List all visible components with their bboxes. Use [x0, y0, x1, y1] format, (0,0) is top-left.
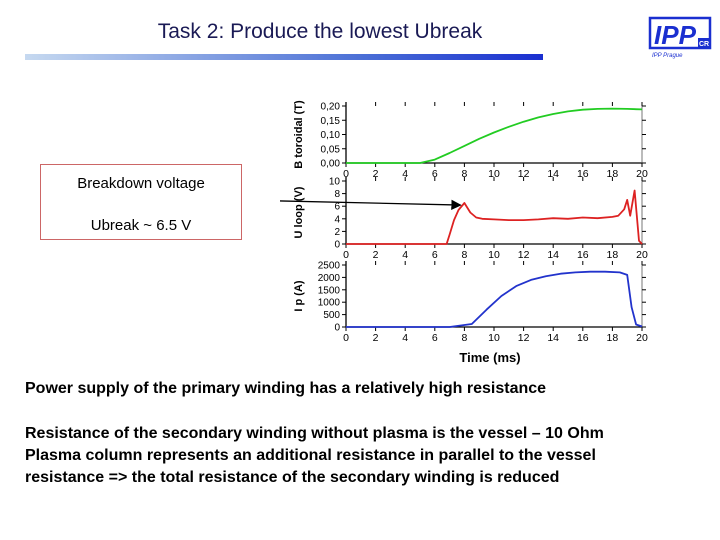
y-tick-label: 2000	[318, 273, 341, 284]
series-line	[346, 107, 643, 164]
x-tick-label: 6	[432, 249, 438, 261]
x-tick-label: 10	[488, 249, 500, 261]
logo-subtext: IPP Prague	[652, 53, 683, 59]
y-tick-label: 0,20	[321, 102, 341, 113]
callout-arrow	[280, 199, 462, 211]
y-tick-label: 10	[329, 177, 341, 188]
page-title: Task 2: Produce the lowest Ubreak	[157, 20, 483, 43]
y-tick-label: 0,05	[321, 144, 341, 155]
discharge-traces-chart: 0,000,050,100,150,200 2 4 6 8 10 12 14 16 18 20B t…	[280, 100, 648, 365]
y-tick-label: 2500	[318, 261, 341, 272]
x-tick-label: 4	[402, 332, 408, 344]
x-tick-label: 18	[607, 249, 619, 261]
y-tick-label: 500	[323, 310, 340, 321]
x-tick-label: 6	[432, 168, 438, 180]
x-tick-label: 6	[432, 332, 438, 344]
body-paragraph-1: Power supply of the primary winding has …	[25, 380, 547, 397]
x-tick-label: 18	[607, 332, 619, 344]
x-tick-label: 20	[636, 249, 648, 261]
y-axis-label: I p (A)	[293, 280, 305, 311]
x-tick-label: 12	[518, 332, 530, 344]
x-tick-label: 0	[343, 168, 349, 180]
x-tick-label: 2	[373, 168, 379, 180]
x-tick-label: 4	[402, 168, 408, 180]
x-tick-label: 16	[577, 332, 589, 344]
y-tick-label: 1000	[318, 298, 341, 309]
y-tick-label: 1500	[318, 285, 341, 296]
y-tick-label: 6	[334, 202, 340, 213]
breakdown-callout-box: Breakdown voltage Ubreak ~ 6.5 V	[40, 164, 242, 240]
x-tick-label: 10	[488, 168, 500, 180]
logo-suffix: CR	[699, 41, 709, 48]
x-tick-label: 16	[577, 249, 589, 261]
y-tick-label: 0,10	[321, 130, 341, 141]
y-tick-label: 8	[334, 189, 340, 200]
body-paragraph-2: Resistance of the secondary winding with…	[25, 423, 604, 489]
y-tick-label: 0	[334, 240, 340, 251]
y-tick-label: 0	[334, 323, 340, 334]
x-tick-label: 0	[343, 249, 349, 261]
body-paragraph-2-line: Plasma column represents an additional r…	[25, 447, 596, 464]
x-tick-label: 2	[373, 249, 379, 261]
x-tick-label: 18	[607, 168, 619, 180]
x-tick-label: 14	[547, 168, 559, 180]
x-tick-label: 14	[547, 332, 559, 344]
x-tick-label: 8	[461, 168, 467, 180]
x-tick-label: 20	[636, 332, 648, 344]
series-line	[346, 189, 643, 245]
y-axis-label: B toroidal (T)	[293, 100, 305, 169]
x-tick-label: 12	[518, 168, 530, 180]
logo-text: IPP	[654, 20, 697, 50]
callout-line-2: Ubreak ~ 6.5 V	[90, 217, 192, 234]
ipp-logo: IPP CR IPP Prague	[648, 16, 712, 59]
callout-line-1: Breakdown voltage	[77, 175, 205, 192]
x-tick-label: 8	[461, 249, 467, 261]
title-underline	[25, 54, 543, 60]
x-tick-label: 0	[343, 332, 349, 344]
y-tick-label: 2	[334, 227, 340, 238]
series-line	[346, 270, 643, 328]
y-axis-label: U loop (V)	[293, 186, 305, 238]
x-tick-label: 20	[636, 168, 648, 180]
y-tick-label: 4	[334, 214, 340, 225]
x-tick-label: 16	[577, 168, 589, 180]
body-paragraph-2-line: resistance => the total resistance of th…	[25, 469, 560, 486]
x-tick-label: 14	[547, 249, 559, 261]
y-tick-label: 0,00	[321, 159, 341, 170]
x-tick-label: 4	[402, 249, 408, 261]
x-axis-label: Time (ms)	[459, 350, 520, 365]
x-tick-label: 8	[461, 332, 467, 344]
x-tick-label: 2	[373, 332, 379, 344]
x-tick-label: 10	[488, 332, 500, 344]
body-paragraph-2-line: Resistance of the secondary winding with…	[25, 425, 604, 442]
y-tick-label: 0,15	[321, 116, 341, 127]
x-tick-label: 12	[518, 249, 530, 261]
